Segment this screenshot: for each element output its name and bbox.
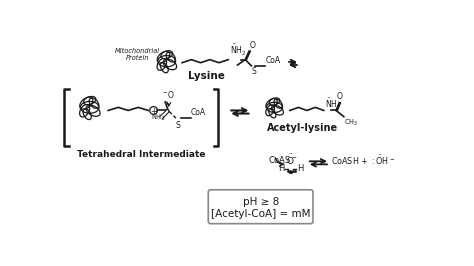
Text: $\rm{CH_3}$: $\rm{CH_3}$: [344, 118, 358, 128]
Text: CoA: CoA: [265, 56, 281, 65]
Text: Tetrahedral Intermediate: Tetrahedral Intermediate: [77, 150, 206, 159]
Text: CoA: CoA: [191, 108, 206, 117]
Text: O: O: [336, 92, 342, 101]
Text: CoAS$^-$: CoAS$^-$: [268, 153, 298, 165]
Text: CoASH + $\rm{:\ddot{O}H^-}$: CoASH + $\rm{:\ddot{O}H^-}$: [331, 153, 396, 168]
Text: $\rm{\ddot{N}}$H: $\rm{\ddot{N}}$H: [325, 96, 337, 110]
Text: Mitochondrial
Protein: Mitochondrial Protein: [115, 48, 160, 61]
Text: O: O: [250, 41, 256, 50]
Text: $\rm{\ddot{O}}$: $\rm{\ddot{O}}$: [286, 153, 295, 167]
Text: H: H: [297, 164, 303, 173]
Text: Lysine: Lysine: [188, 71, 225, 81]
Text: H: H: [278, 164, 284, 173]
Text: S: S: [251, 66, 256, 76]
Text: Acetyl-lysine: Acetyl-lysine: [267, 123, 338, 133]
Text: +: +: [150, 107, 157, 116]
Text: [Acetyl-CoA] = mM: [Acetyl-CoA] = mM: [211, 209, 310, 219]
FancyBboxPatch shape: [208, 190, 313, 224]
Text: pH ≥ 8: pH ≥ 8: [243, 197, 279, 207]
Text: $\rm{NH_2}$: $\rm{NH_2}$: [151, 113, 165, 123]
Text: $\rm{\ddot{N}H_2}$: $\rm{\ddot{N}H_2}$: [230, 43, 246, 58]
Text: S: S: [176, 121, 181, 130]
Text: $^-$O: $^-$O: [161, 89, 176, 101]
